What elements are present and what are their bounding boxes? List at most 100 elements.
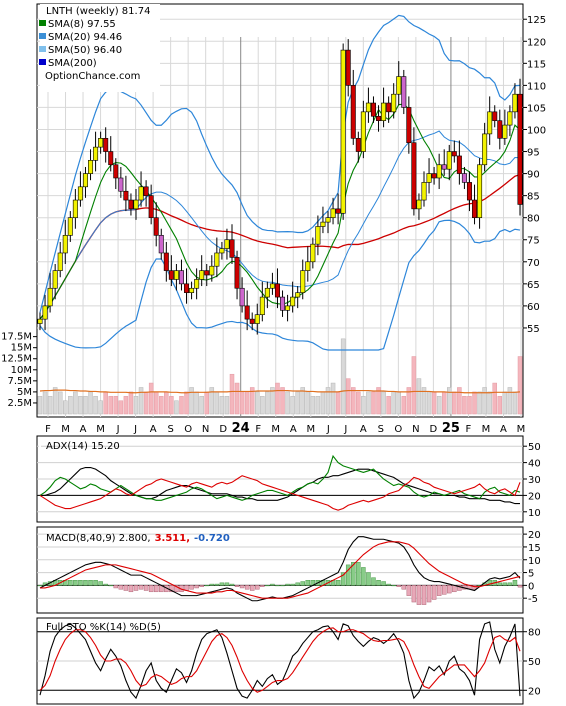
price-y-axis: 55 60 65 70 75 80 85 90 95 100 105 110 115 120 125 [523,15,546,335]
volume-bar [467,396,472,415]
candle-body [466,182,472,201]
macd-histogram-bar [249,585,255,591]
candle-body [396,76,402,95]
x-tick-label: A [360,424,367,435]
candle-body [173,270,179,280]
volume-tick-label: 2.5M [7,398,32,409]
volume-bar [128,391,134,415]
macd-histogram-bar [300,581,305,586]
volume-bar [174,400,179,415]
candle-body [345,49,351,86]
volume-bar [300,387,305,415]
x-tick-label: O [184,424,192,435]
candle-body [416,199,422,210]
macd-histogram-bar [381,581,386,586]
candle-body [178,270,184,285]
macd-histogram-bar [280,585,285,587]
candle-body [153,217,159,236]
indicator-tick-label: 10 [528,556,541,567]
candle-body [204,270,210,276]
macd-histogram-bar [406,585,412,596]
price-tick-label: 95 [527,148,540,159]
x-tick-label: A [500,424,507,435]
x-tick-label: M [306,424,315,435]
macd-histogram-bar [239,585,245,589]
volume-bar [497,396,503,415]
candle-body [451,151,457,157]
candle-body [325,217,331,223]
volume-bar [351,387,356,415]
volume-bar [376,387,381,415]
candle-body [391,93,397,113]
volume-bar [108,396,113,415]
adx-line-1-line [39,454,521,501]
candle-body [249,318,255,324]
volume-bar [93,396,98,415]
macd-histogram-bar [244,585,250,590]
%d-line [39,627,521,693]
volume-bar [189,387,194,415]
indicator-tick-label: -5 [528,594,538,605]
macd-histogram-bar [396,585,401,587]
candle-body [441,164,447,170]
price-tick-label: 70 [527,258,540,269]
x-tick-label: S [167,424,173,435]
macd-histogram-bar [295,582,300,586]
x-tick-label: O [394,424,402,435]
candle-body [472,199,478,218]
x-tick-label: A [80,424,87,435]
macd-histogram-bar [153,585,159,593]
adx-line-2-line [39,475,521,511]
x-tick-label: J [343,424,347,435]
candle-body [477,164,483,218]
candle-body [507,111,513,126]
macd-hist-value: -0.720 [194,533,230,544]
macd-histogram-bar [174,585,179,593]
volume-bar [452,391,457,415]
volume-bar [436,396,442,415]
volume-bar [396,391,401,415]
volume-bar [255,391,260,415]
x-tick-label: M [517,424,526,435]
macd-histogram-bar [138,585,144,590]
candle-body [234,257,240,289]
volume-bar [340,338,346,415]
adx-series: 10 20 30 40 50 [37,442,541,519]
volume-bar [164,391,169,415]
candle-body [163,252,169,271]
macd-value: MACD(8,40,9) 2.800, [46,533,151,544]
volume-bar [219,396,225,415]
volume-bar [270,387,275,415]
candle-body [98,138,104,148]
macd-histogram-bar [93,580,98,586]
price-tick-label: 115 [527,59,546,70]
volume-bar [295,391,300,415]
volume-bar [280,387,285,415]
sto-series: 20 50 80 [37,621,541,700]
ticker-label: LNTH (weekly) 81.74 [46,6,150,17]
macd-histogram-bar [426,585,432,603]
candle-body [93,146,99,161]
volume-bar [426,391,432,415]
candle-body [189,287,195,293]
candle-body [88,160,94,174]
candle-body [426,173,432,183]
volume-tick-label: 15M [11,343,32,354]
macd-histogram-bar [270,583,275,586]
macd-histogram-bar [219,582,225,586]
macd-histogram-bar [345,564,351,586]
volume-bar [37,396,43,415]
volume-bar [411,356,417,415]
macd-histogram-bar [143,585,149,591]
macd-histogram-bar [361,567,366,586]
volume-bar [239,391,245,415]
candle-body [123,190,129,201]
candle-body [113,164,119,179]
candle-body [254,314,260,324]
indicator-tick-label: 5 [528,569,534,580]
candle-body [269,283,275,289]
volume-tick-label: 7.5M [7,376,32,387]
candle-body [108,151,114,166]
macd-histogram-bar [209,583,215,586]
macd-histogram-bar [88,580,93,586]
